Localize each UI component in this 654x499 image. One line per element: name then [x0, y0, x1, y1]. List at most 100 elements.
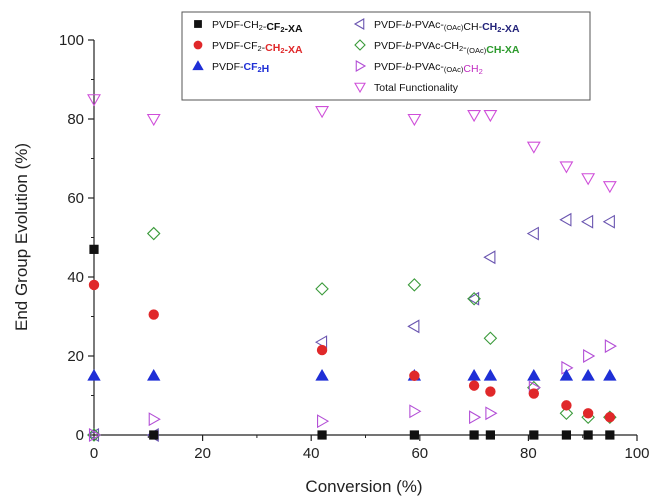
legend-marker: [355, 60, 367, 72]
data-point: [581, 368, 595, 381]
data-point: [467, 110, 482, 123]
axes: 0 20 40 60 80 100 0 20 40 60 80 100: [59, 32, 650, 462]
x-tick-label: 0: [90, 445, 98, 462]
data-point: [466, 291, 480, 306]
data-point: [146, 226, 161, 241]
y-tick-label: 80: [67, 111, 84, 128]
x-tick-label: 100: [624, 445, 649, 462]
series-5: [88, 339, 617, 442]
data-point: [527, 368, 541, 381]
legend-label: PVDF-b-PVAc-CH2-(OAc)CH-XA: [374, 40, 520, 56]
data-point: [483, 368, 498, 381]
data-point: [409, 430, 419, 440]
data-point: [559, 368, 574, 381]
series-6: [87, 94, 617, 194]
data-point: [88, 279, 100, 291]
data-point: [581, 214, 594, 229]
data-point: [87, 368, 101, 381]
legend-label: Total Functionality: [374, 82, 459, 94]
x-axis-label: Conversion (%): [305, 477, 422, 496]
data-point: [528, 388, 540, 399]
data-point: [604, 412, 616, 423]
data-point: [148, 412, 161, 427]
y-axis-label: End Group Evolution (%): [12, 143, 31, 331]
data-point: [485, 406, 498, 421]
data-point: [485, 386, 496, 397]
data-point: [315, 282, 329, 296]
legend-box: [181, 11, 591, 101]
y-tick-label: 0: [76, 427, 84, 444]
data-point: [148, 309, 159, 320]
legend-label: PVDF-CF2H: [212, 61, 269, 75]
data-point: [317, 430, 327, 440]
data-point: [483, 250, 496, 265]
data-point: [88, 428, 102, 442]
data-point: [602, 214, 615, 229]
x-tick-label: 60: [411, 445, 428, 462]
data-point: [407, 113, 422, 127]
data-point: [149, 430, 159, 440]
data-point: [468, 380, 480, 391]
x-tick-label: 80: [520, 445, 537, 462]
data-point: [407, 278, 422, 292]
data-point: [409, 370, 420, 381]
data-point: [315, 106, 330, 119]
legend-label: PVDF-CH2-CF2-XA: [212, 19, 303, 35]
y-tick-label: 60: [67, 190, 84, 207]
legend-marker: [192, 60, 204, 71]
data-point: [483, 110, 498, 123]
data-marks: [86, 94, 617, 442]
legend-marker: [354, 39, 366, 51]
data-point: [467, 291, 481, 306]
data-point: [583, 349, 596, 363]
data-point: [467, 368, 481, 381]
y-tick-label: 20: [67, 348, 84, 365]
data-point: [559, 212, 572, 227]
data-point: [583, 430, 593, 440]
data-point: [315, 368, 329, 381]
data-point: [559, 406, 574, 421]
data-point: [582, 408, 594, 419]
data-point: [89, 244, 99, 254]
data-point: [526, 226, 539, 241]
legend-marker: [354, 82, 366, 94]
legend-marker: [193, 40, 203, 50]
x-tick-label: 20: [194, 445, 211, 462]
data-point: [603, 368, 617, 381]
legend-marker: [194, 20, 202, 28]
data-point: [87, 94, 101, 107]
data-point: [485, 430, 495, 440]
data-point: [604, 339, 617, 354]
x-tick-label: 40: [303, 445, 320, 462]
data-point: [86, 428, 100, 442]
series-3: [86, 212, 615, 442]
legend-label: PVDF-b-PVAc-(OAc)CH-CH2-XA: [374, 19, 520, 35]
data-point: [602, 181, 617, 194]
data-point: [469, 410, 482, 425]
data-point: [605, 430, 615, 440]
data-point: [409, 404, 422, 419]
y-tick-label: 100: [59, 32, 84, 49]
data-point: [561, 400, 572, 411]
data-point: [469, 430, 479, 440]
legend-marker: [353, 18, 365, 30]
series-2: [87, 368, 617, 381]
data-point: [581, 173, 596, 186]
data-point: [147, 368, 161, 381]
data-point: [529, 430, 539, 440]
series-4: [87, 226, 617, 442]
data-point: [146, 113, 161, 127]
y-tick-label: 40: [67, 269, 84, 286]
legend-label: PVDF-b-PVAc-(OAc)CH2: [374, 61, 483, 76]
data-point: [483, 331, 498, 346]
data-point: [317, 414, 330, 429]
data-point: [561, 430, 572, 440]
series-0: [89, 244, 615, 440]
data-point: [526, 141, 541, 154]
legend: PVDF-CH2-CF2-XA PVDF-CF2-CH2-XA PVDF-CF2H P…: [181, 11, 591, 101]
series-1: [88, 279, 616, 423]
legend-label: PVDF-CF2-CH2-XA: [212, 40, 303, 56]
data-point: [559, 161, 574, 174]
data-point: [407, 319, 420, 334]
